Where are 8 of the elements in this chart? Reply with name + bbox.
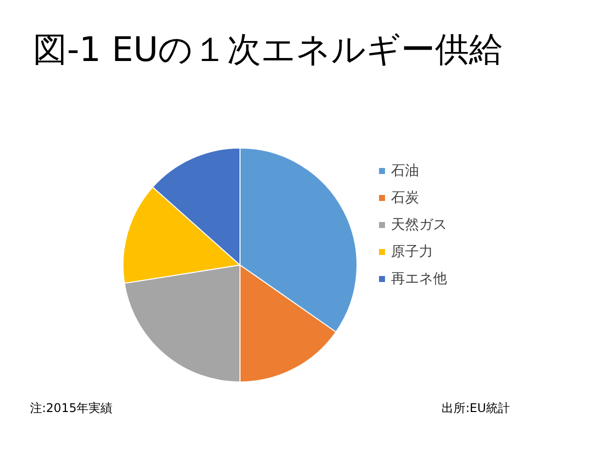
legend-label: 天然ガス: [391, 217, 447, 233]
text: 出所:EU統計: [442, 401, 510, 415]
chart-title: 図-1 EUの１次エネルギー供給: [33, 30, 504, 70]
legend-label: 原子力: [391, 244, 433, 260]
legend-label: 石油: [391, 163, 419, 179]
legend-label: 再エネ他: [391, 271, 447, 287]
text: 注:2015年実績: [30, 401, 113, 415]
legend-label: 石炭: [391, 190, 419, 206]
